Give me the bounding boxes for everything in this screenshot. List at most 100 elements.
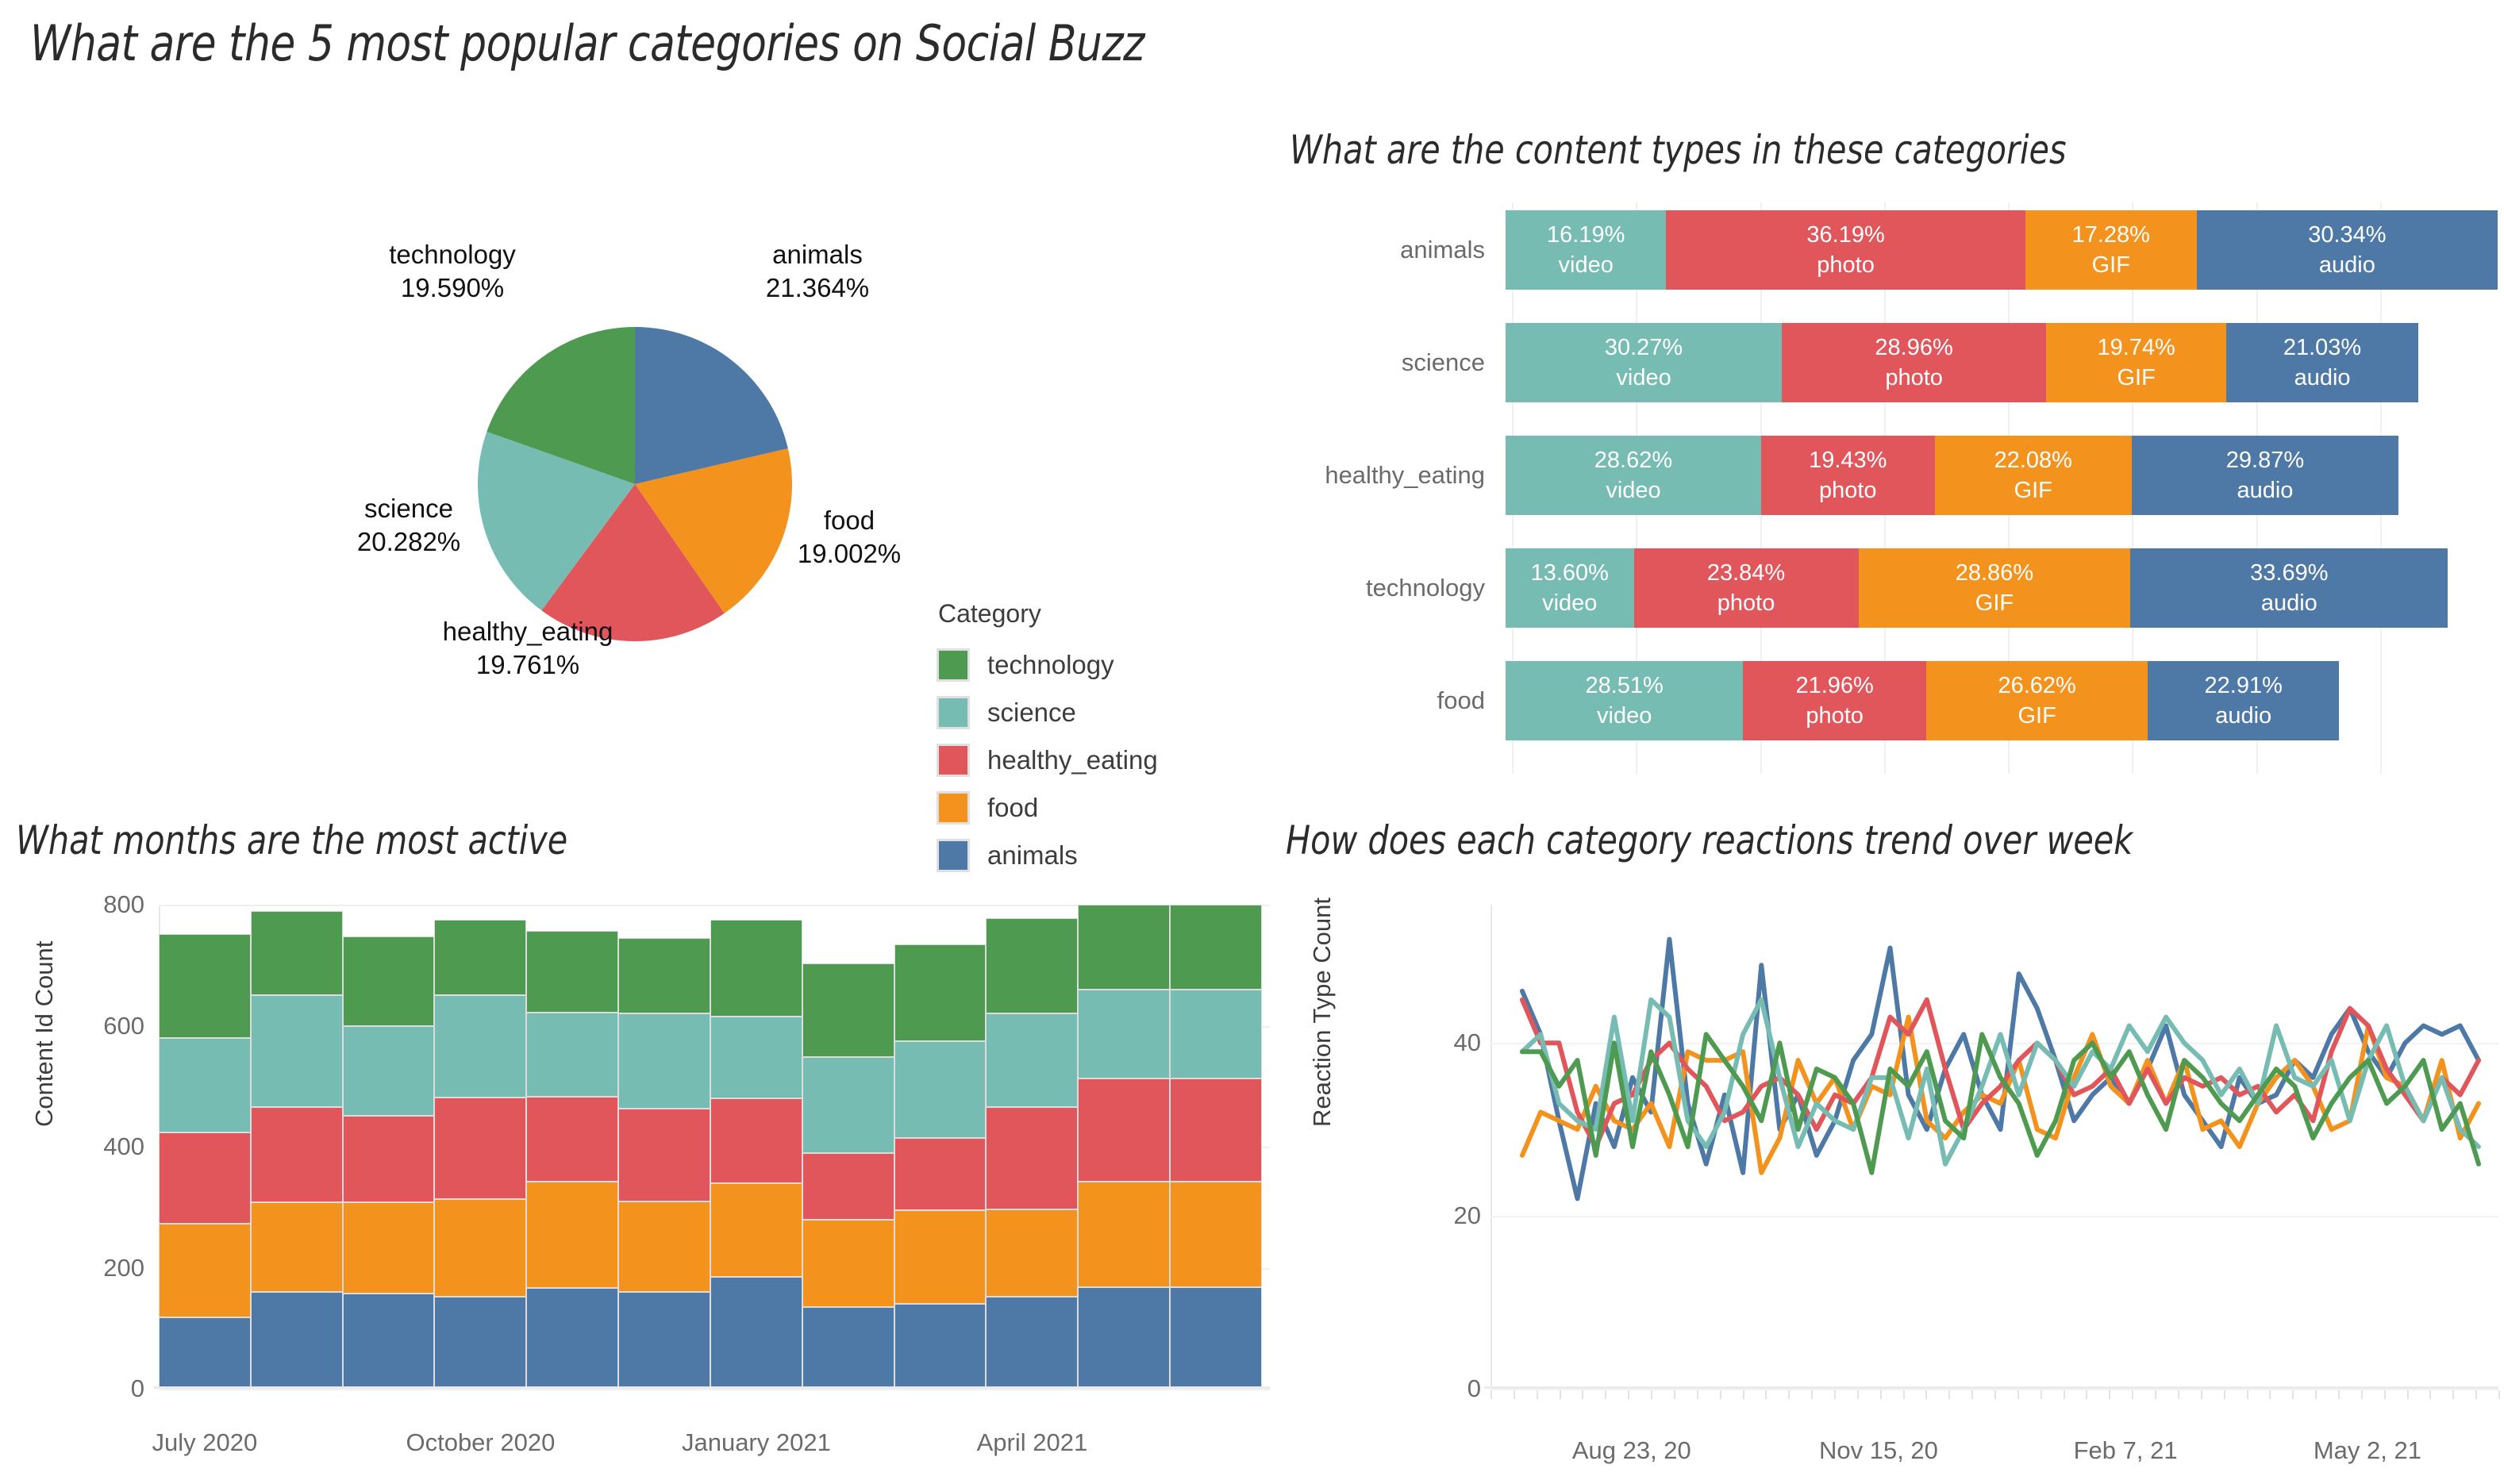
legend-item-science[interactable]: science <box>937 689 1158 736</box>
dashboard-title: What are the 5 most popular categories o… <box>30 14 1144 72</box>
content-type-segment-gif[interactable]: 22.08% GIF <box>1934 436 2132 515</box>
content-type-segment-gif[interactable]: 19.74% GIF <box>2046 323 2227 402</box>
segment-value: 28.62% <box>1594 447 1673 473</box>
segment-type: photo <box>1717 590 1775 616</box>
trend-x-tick: Aug 23, 20 <box>1571 1436 1691 1464</box>
trend-line-technology[interactable] <box>1520 1032 2481 1175</box>
monthly-segment-food <box>802 1219 894 1308</box>
trend-x-tick: May 2, 21 <box>2313 1436 2421 1464</box>
segment-type: GIF <box>2117 365 2156 390</box>
content-type-segment-gif[interactable]: 28.86% GIF <box>1858 548 2131 628</box>
content-type-segment-audio[interactable]: 21.03% audio <box>2226 323 2418 402</box>
monthly-y-axis-label: Content Id Count <box>30 940 58 1127</box>
content-type-segment-audio[interactable]: 29.87% audio <box>2131 436 2398 515</box>
monthly-segment-science <box>986 1013 1079 1108</box>
monthly-bar[interactable] <box>434 905 527 1389</box>
trend-line-healthy_eating[interactable] <box>1520 997 2481 1149</box>
content-type-row[interactable]: healthy_eating 28.62% video 19.43% photo 22.0… <box>1290 436 2504 515</box>
legend-item-technology[interactable]: technology <box>937 641 1158 689</box>
legend-item-healthy_eating[interactable]: healthy_eating <box>937 736 1158 784</box>
monthly-segment-technology <box>1170 905 1262 990</box>
trend-minor-tick <box>2498 1390 2500 1399</box>
gridline <box>159 1389 1270 1390</box>
segment-value: 36.19% <box>1806 221 1885 248</box>
pie-svg <box>478 327 792 641</box>
monthly-segment-animals <box>1170 1287 1262 1389</box>
content-type-row[interactable]: food 28.51% video 21.96% photo 26.62% GIF 22.91… <box>1290 661 2504 740</box>
monthly-activity-chart[interactable]: Content Id Count 0 200 400 600 800 July 2020… <box>0 889 1270 1476</box>
trend-minor-tick <box>1559 1390 1561 1399</box>
monthly-bar[interactable] <box>618 905 710 1389</box>
trend-line-science[interactable] <box>1520 997 2481 1167</box>
content-type-segment-gif[interactable]: 17.28% GIF <box>2025 210 2197 290</box>
trend-y-tick: 20 <box>1453 1201 1481 1230</box>
content-type-segment-photo[interactable]: 23.84% photo <box>1633 548 1859 628</box>
pie-slice-food[interactable] <box>635 448 792 613</box>
content-type-segment-video[interactable]: 28.51% video <box>1506 661 1744 740</box>
monthly-bar[interactable] <box>894 905 987 1389</box>
content-type-segment-video[interactable]: 13.60% video <box>1506 548 1634 628</box>
monthly-bar[interactable] <box>710 905 802 1389</box>
content-types-chart[interactable]: animals 16.19% video 36.19% photo 17.28% GIF 30… <box>1290 202 2504 774</box>
monthly-segment-healthy_eating <box>986 1107 1079 1209</box>
monthly-segment-animals <box>434 1297 527 1389</box>
monthly-bar[interactable] <box>250 905 343 1389</box>
monthly-bar[interactable] <box>342 905 435 1389</box>
trend-minor-tick <box>2246 1390 2248 1399</box>
pie-slice-healthy_eating[interactable] <box>541 484 725 641</box>
trend-line-animals[interactable] <box>1520 936 2481 1201</box>
trend-minor-tick <box>2360 1390 2363 1399</box>
content-type-row[interactable]: animals 16.19% video 36.19% photo 17.28% GIF 30… <box>1290 210 2504 290</box>
gridline <box>1490 1389 2498 1390</box>
monthly-bar[interactable] <box>526 905 619 1389</box>
trend-minor-tick <box>1765 1390 1767 1399</box>
content-type-segment-audio[interactable]: 33.69% audio <box>2130 548 2448 628</box>
segment-type: photo <box>1818 478 1877 503</box>
monthly-x-tick: July 2020 <box>152 1428 258 1456</box>
reactions-trend-chart[interactable]: Reaction Type Count 0 20 40 Aug 23, 20 Nov … <box>1286 889 2504 1476</box>
monthly-bar[interactable] <box>986 905 1079 1389</box>
pie-slice-technology[interactable] <box>487 327 635 484</box>
content-type-row[interactable]: science 30.27% video 28.96% photo 19.74% GIF 21… <box>1290 323 2504 402</box>
legend-swatch-science <box>937 696 970 729</box>
pie-label-animals-name: animals <box>772 240 863 269</box>
segment-value: 21.96% <box>1795 672 1874 698</box>
content-type-segment-gif[interactable]: 26.62% GIF <box>1925 661 2148 740</box>
legend-item-food[interactable]: food <box>937 784 1158 832</box>
content-type-row[interactable]: technology 13.60% video 23.84% photo 28.86% GI… <box>1290 548 2504 628</box>
legend-title: Category <box>938 599 1041 628</box>
legend-item-animals[interactable]: animals <box>937 832 1158 879</box>
content-type-segment-photo[interactable]: 36.19% photo <box>1666 210 2025 290</box>
segment-value: 21.03% <box>2283 334 2362 360</box>
monthly-bar[interactable] <box>159 905 251 1389</box>
content-type-segment-video[interactable]: 30.27% video <box>1506 323 1783 402</box>
monthly-segment-science <box>526 1012 619 1098</box>
content-type-segment-audio[interactable]: 30.34% audio <box>2196 210 2498 290</box>
monthly-segment-healthy_eating <box>342 1116 435 1203</box>
category-legend: Category technology science healthy_eating… <box>937 599 1158 879</box>
content-type-segment-photo[interactable]: 21.96% photo <box>1743 661 1926 740</box>
content-type-segment-video[interactable]: 28.62% video <box>1506 436 1761 515</box>
pie-label-healthy-eating-value: 19.761% <box>475 650 580 680</box>
content-type-segment-video[interactable]: 16.19% video <box>1506 210 1667 290</box>
content-type-segment-photo[interactable]: 19.43% photo <box>1760 436 1935 515</box>
trend-y-axis-label: Reaction Type Count <box>1308 898 1336 1127</box>
monthly-bar[interactable] <box>1078 905 1171 1389</box>
segment-type: video <box>1616 365 1671 390</box>
legend-swatch-animals <box>937 839 970 872</box>
monthly-x-tick: October 2020 <box>406 1428 556 1456</box>
pie-slice-animals[interactable] <box>635 327 788 484</box>
content-type-segment-audio[interactable]: 22.91% audio <box>2148 661 2339 740</box>
content-type-segment-photo[interactable]: 28.96% photo <box>1782 323 2047 402</box>
pie-label-technology: technology 19.590% <box>341 238 563 305</box>
monthly-bar[interactable] <box>1170 905 1262 1389</box>
monthly-y-tick: 800 <box>103 890 144 918</box>
monthly-segment-food <box>1170 1181 1262 1288</box>
legend-swatch-food <box>937 791 970 825</box>
category-share-pie-chart[interactable] <box>476 325 794 643</box>
content-type-row-label-technology: technology <box>1366 574 1485 602</box>
pie-slice-science[interactable] <box>478 431 635 611</box>
monthly-plot-area: 0 200 400 600 800 <box>103 890 1270 1402</box>
monthly-bar[interactable] <box>802 905 894 1389</box>
